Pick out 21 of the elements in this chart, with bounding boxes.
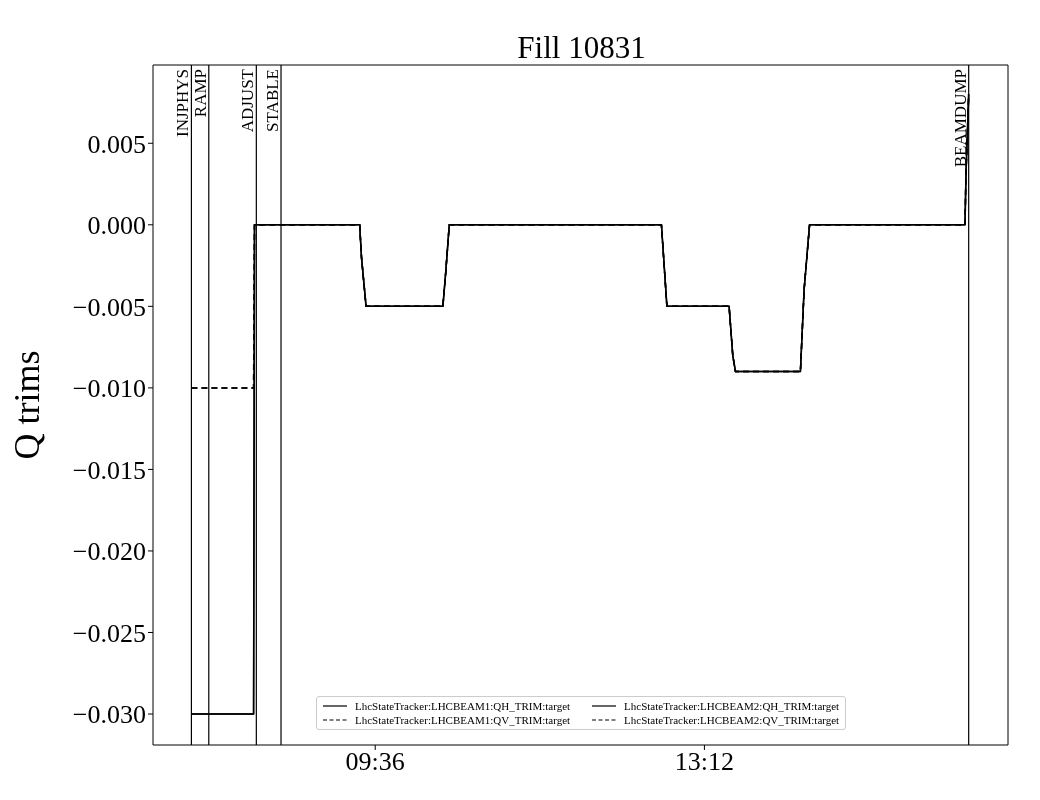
y-axis-title: Q trims [6,350,47,460]
legend-label: LhcStateTracker:LHCBEAM1:QH_TRIM:target [355,700,571,712]
y-tick-label: 0.000 [87,211,146,241]
chart-title: Fill 10831 [516,30,647,66]
x-tick-label: 13:12 [674,747,735,777]
y-tick-label: −0.005 [72,292,146,322]
ref-line-label: ADJUST [238,68,258,133]
ref-line-label: INJPHYS [173,69,193,138]
legend-label: LhcStateTracker:LHCBEAM2:QH_TRIM:target [624,700,840,712]
ref-line-label: BEAMDUMP [950,69,970,168]
y-tick-label: −0.020 [72,537,146,567]
y-tick-label: −0.010 [72,374,146,404]
y-tick-label: −0.030 [72,700,146,730]
ref-line-label: RAMP [190,69,210,118]
y-tick-label: −0.025 [72,618,146,648]
legend-label: LhcStateTracker:LHCBEAM2:QV_TRIM:target [624,714,840,726]
y-tick-label: 0.005 [87,129,146,159]
legend-label: LhcStateTracker:LHCBEAM1:QV_TRIM:target [355,714,571,726]
y-tick-label: −0.015 [72,455,146,485]
x-tick-label: 09:36 [345,747,405,777]
ref-line-label: STABLE [263,69,283,132]
